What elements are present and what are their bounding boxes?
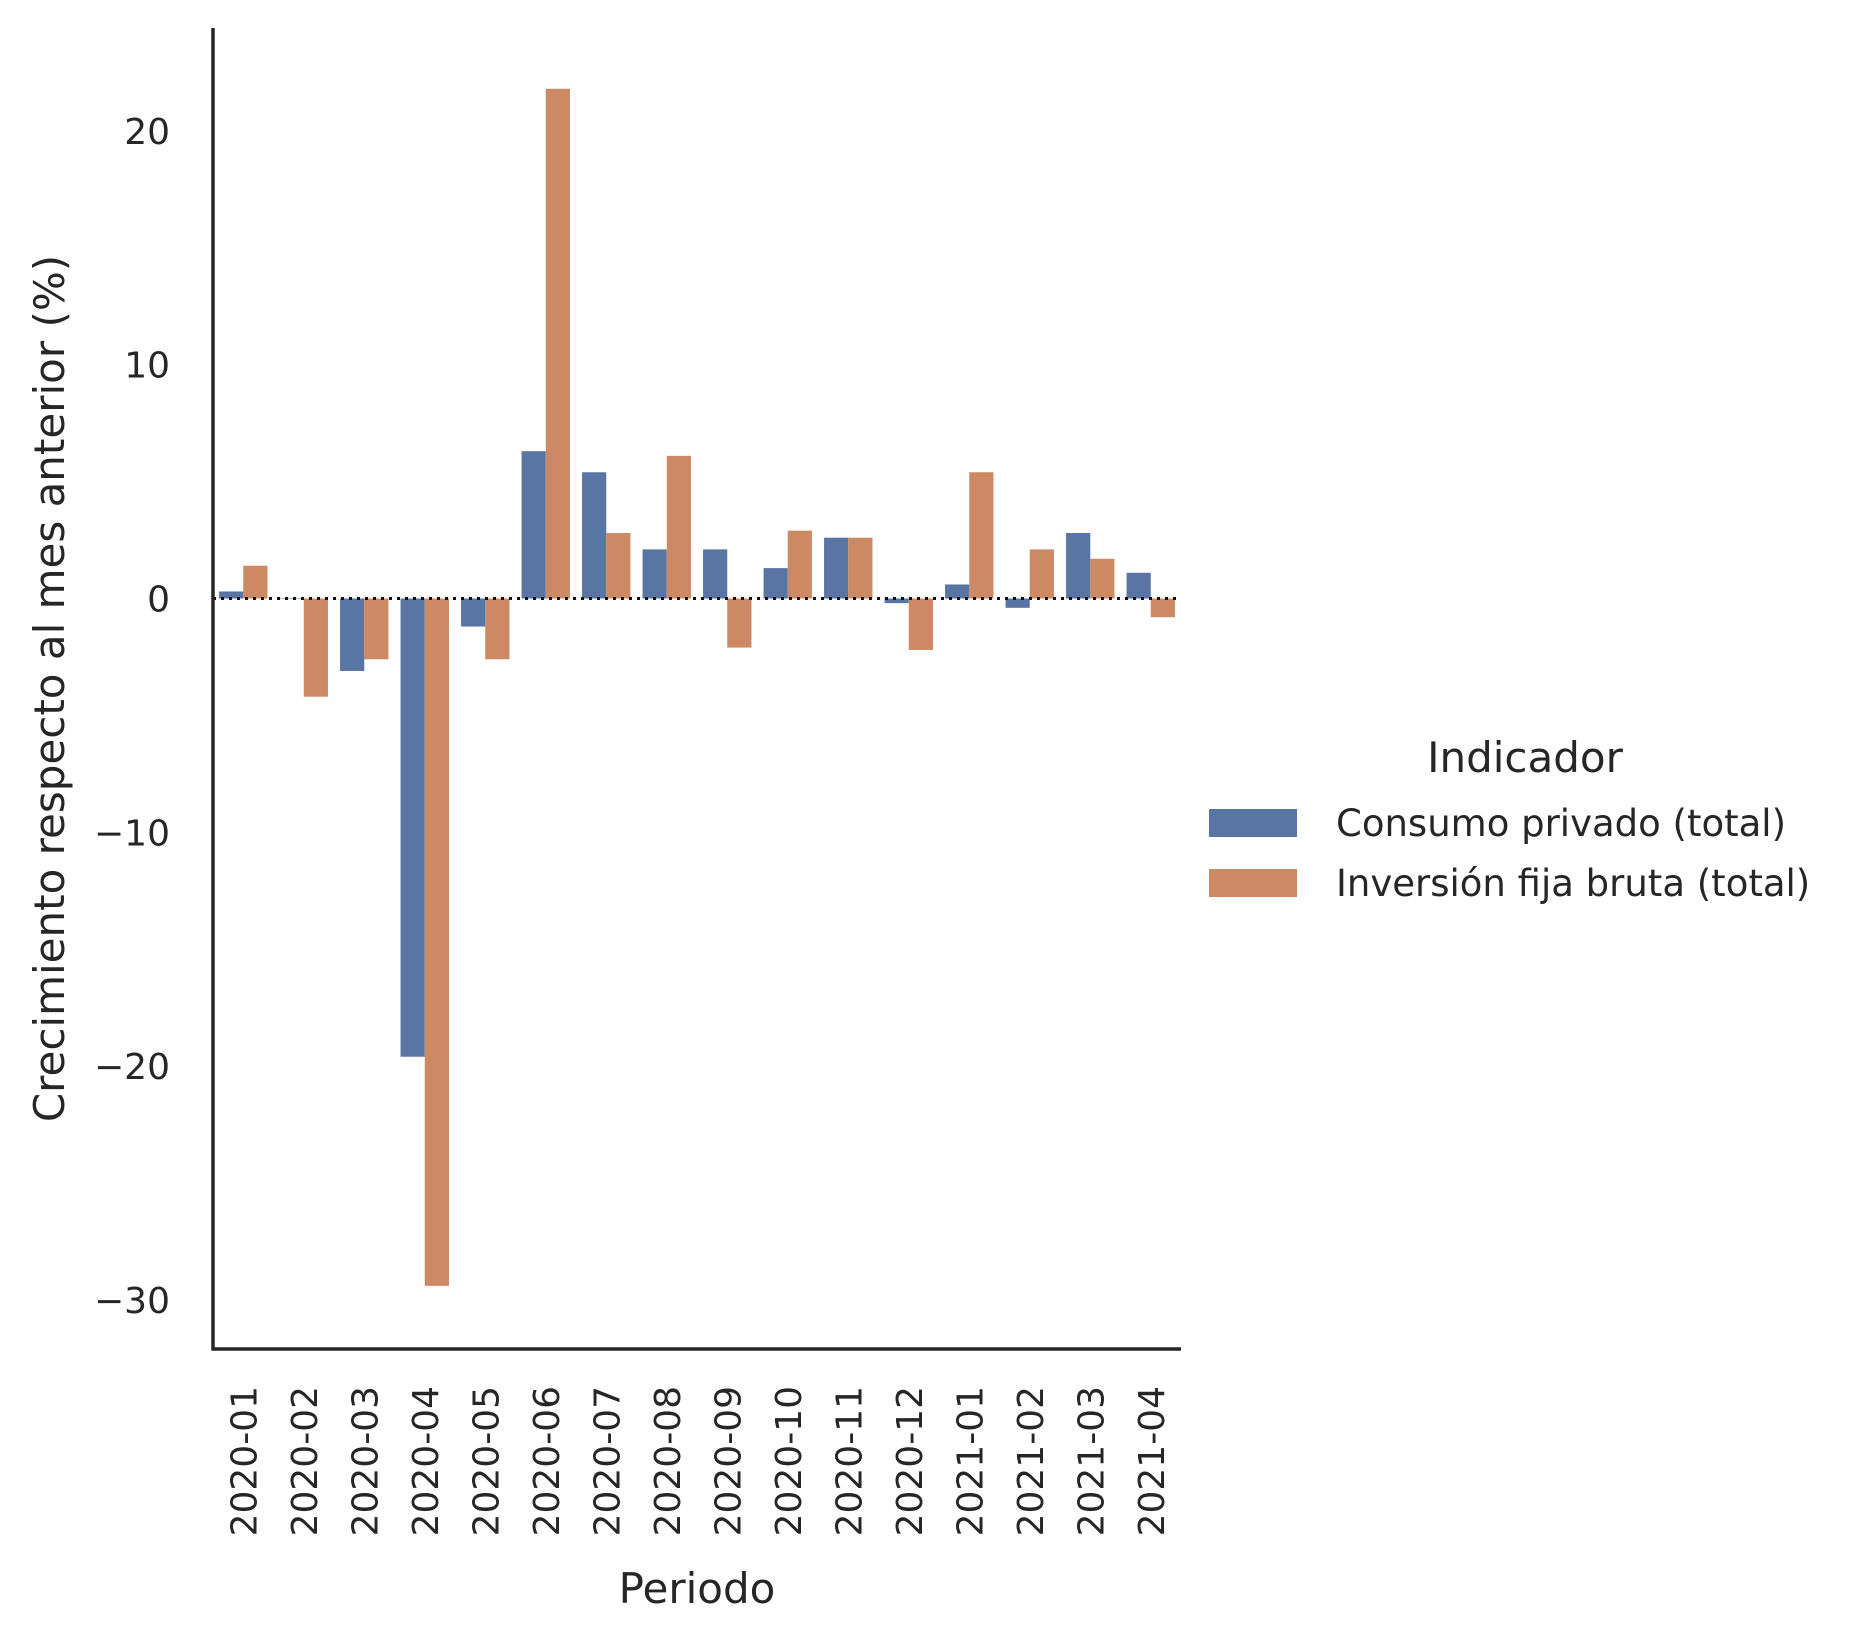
x-tick-label: 2020-02	[285, 1386, 326, 1536]
bar-inversion-2021-02	[1029, 549, 1054, 599]
y-tick-label: 10	[124, 346, 170, 387]
legend: Indicador Consumo privado (total) Invers…	[1209, 733, 1810, 905]
x-tick-label: 2020-08	[648, 1386, 689, 1536]
legend-swatch-consumo	[1209, 809, 1297, 837]
y-tick-label: 20	[124, 112, 170, 153]
bar-inversion-2020-04	[424, 598, 449, 1286]
x-tick-label: 2020-10	[769, 1386, 810, 1536]
x-tick-label: 2020-04	[406, 1386, 447, 1536]
x-tick-label: 2021-01	[950, 1386, 991, 1536]
legend-label-consumo: Consumo privado (total)	[1336, 802, 1786, 845]
bar-consumo-2020-11	[824, 537, 849, 599]
bar-consumo-2020-07	[582, 472, 607, 599]
bar-consumo-2021-03	[1066, 533, 1091, 599]
x-tick-label: 2020-06	[527, 1386, 568, 1536]
bars-layer	[219, 88, 1175, 1286]
y-tick-label: −30	[94, 1281, 170, 1322]
x-tick-label: 2020-01	[224, 1386, 265, 1536]
bar-inversion-2020-08	[666, 455, 691, 599]
x-tick-label: 2020-09	[708, 1386, 749, 1536]
x-axis-title: Periodo	[619, 1564, 776, 1613]
x-tick-label: 2020-03	[345, 1386, 386, 1536]
legend-label-inversion: Inversión fija bruta (total)	[1336, 862, 1810, 905]
x-tick-label: 2021-04	[1132, 1386, 1173, 1536]
bar-consumo-2020-04	[400, 598, 425, 1057]
bar-consumo-2021-01	[945, 584, 970, 599]
bar-consumo-2020-10	[763, 568, 788, 599]
bar-inversion-2021-03	[1090, 558, 1115, 599]
y-tick-label: −20	[94, 1047, 170, 1088]
bar-inversion-2020-11	[848, 537, 873, 599]
bar-inversion-2020-01	[243, 565, 268, 599]
x-tick-label: 2021-03	[1071, 1386, 1112, 1536]
legend-swatch-inversion	[1209, 869, 1297, 897]
legend-title: Indicador	[1427, 733, 1624, 782]
bar-inversion-2020-05	[485, 598, 510, 660]
bar-consumo-2020-12	[884, 598, 909, 604]
x-tick-labels: 2020-01 2020-02 2020-03 2020-04 2020-05 2020-…	[224, 1386, 1173, 1536]
bar-consumo-2020-01	[219, 591, 244, 599]
bar-consumo-2020-06	[521, 451, 546, 599]
x-tick-label: 2020-12	[890, 1386, 931, 1536]
bar-inversion-2020-10	[787, 530, 812, 599]
x-tick-label: 2021-02	[1011, 1386, 1052, 1536]
x-tick-label: 2020-05	[466, 1386, 507, 1536]
bar-inversion-2020-02	[303, 598, 328, 697]
bar-consumo-2020-03	[340, 598, 365, 671]
bar-inversion-2021-04	[1150, 598, 1175, 618]
bar-consumo-2020-02	[279, 598, 304, 599]
bar-inversion-2021-01	[969, 472, 994, 599]
bar-inversion-2020-03	[364, 598, 389, 660]
axes-layer	[211, 28, 1181, 1351]
x-tick-label: 2020-11	[829, 1386, 870, 1536]
y-tick-labels: −30 −20 −10 0 10 20	[94, 112, 170, 1322]
y-axis-title: Crecimiento respecto al mes anterior (%)	[25, 255, 74, 1122]
bar-consumo-2020-05	[461, 598, 486, 627]
bar-consumo-2021-04	[1126, 572, 1151, 599]
y-tick-label: −10	[94, 813, 170, 854]
bar-inversion-2020-06	[545, 88, 570, 599]
bar-inversion-2020-12	[908, 598, 933, 650]
y-tick-label: 0	[147, 579, 170, 620]
bar-consumo-2021-02	[1005, 598, 1030, 608]
bar-inversion-2020-09	[727, 598, 752, 648]
bar-consumo-2020-09	[703, 549, 728, 599]
bar-consumo-2020-08	[642, 549, 667, 599]
bar-inversion-2020-07	[606, 533, 631, 599]
x-tick-label: 2020-07	[587, 1386, 628, 1536]
